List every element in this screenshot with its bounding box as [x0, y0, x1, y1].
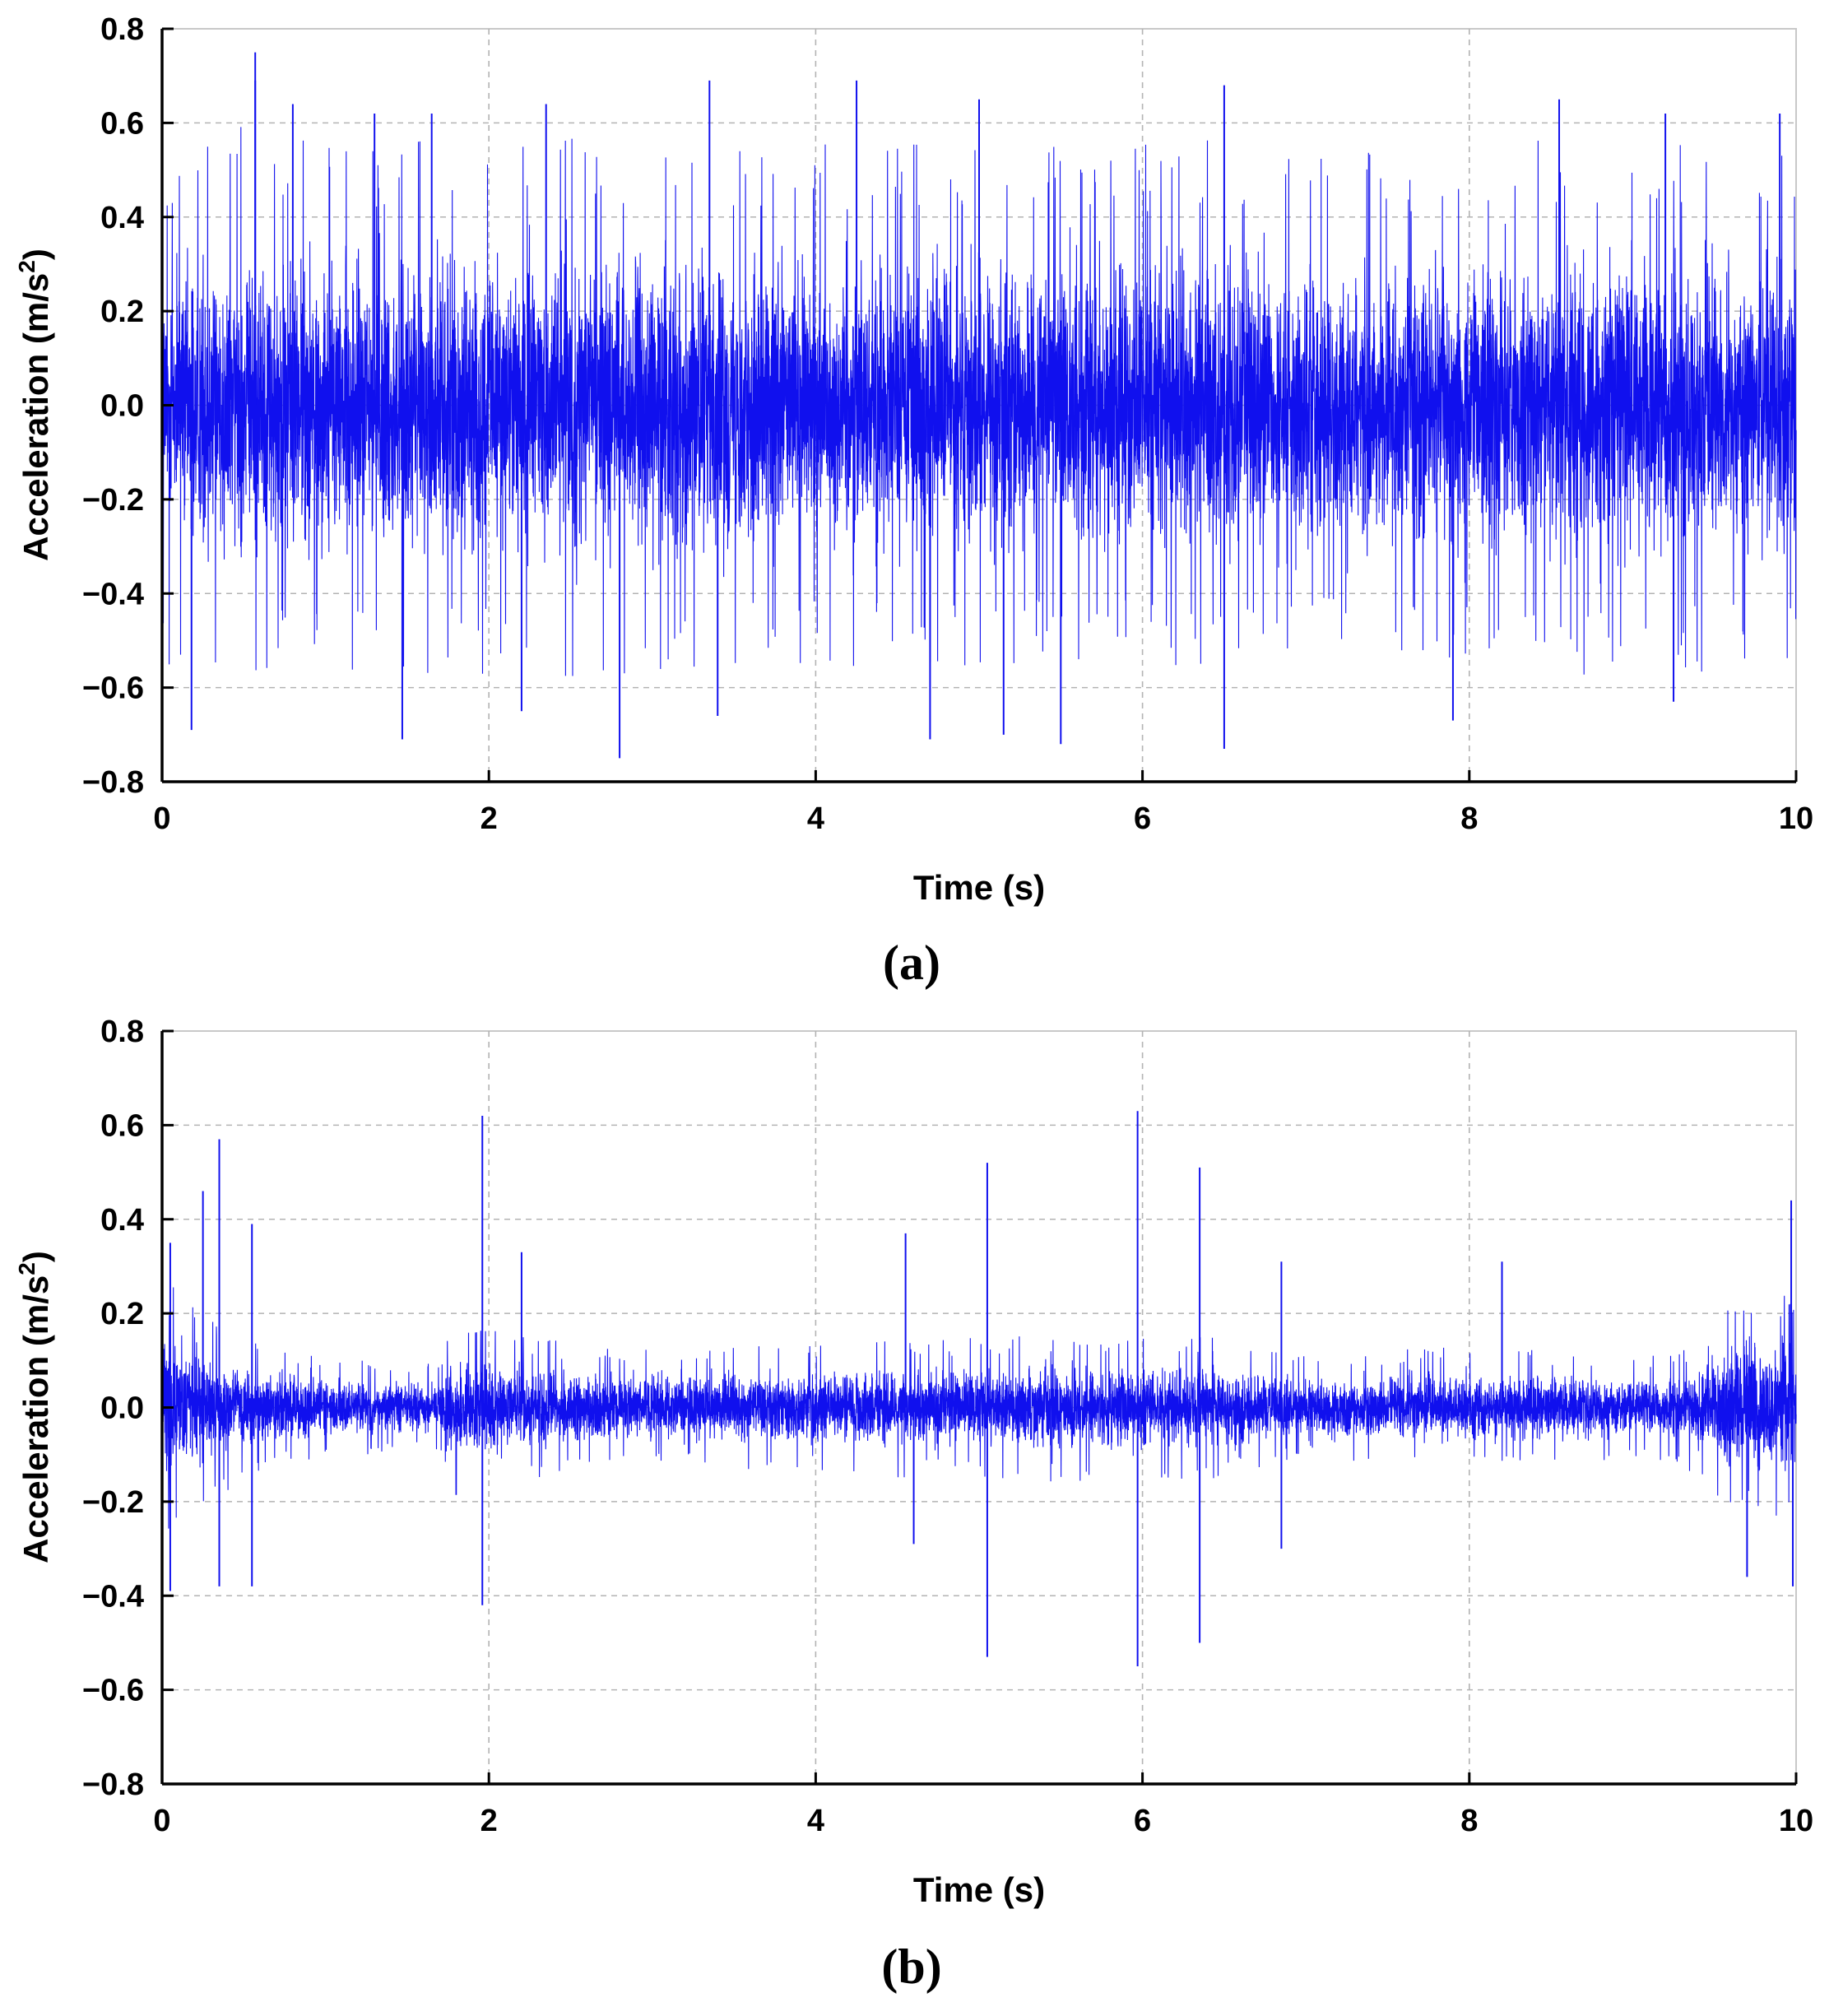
panel-a: 0.80.60.40.20.0−0.2−0.4−0.6−0.8 0 2 4 6 8 10 …: [14, 12, 1813, 990]
x-tick-label: 8: [1460, 1804, 1478, 1838]
y-axis-title: Acceleration (m/s2): [14, 249, 55, 561]
x-axis-title: Time (s): [913, 868, 1045, 907]
signal-series: [161, 52, 1797, 759]
y-ticks: 0.8 0.6 0.4 0.2 0.0 −0.2 −0.4 −0.6 −0.8: [82, 1015, 174, 1802]
x-tick-label: 8: [1460, 801, 1478, 836]
panel-label-b: (b): [881, 1939, 941, 1994]
x-tick-label: 2: [480, 801, 498, 836]
x-axis-title: Time (s): [913, 1870, 1045, 1909]
y-tick-label: 0.8: [100, 1015, 144, 1049]
y-tick-label: 0.6: [100, 1108, 144, 1143]
y-tick-label: 0.4: [100, 201, 144, 235]
x-tick-label: 10: [1779, 801, 1813, 836]
y-tick-label: −0.2: [82, 1485, 144, 1520]
x-ticks: 0 2 4 6 8 10: [153, 1772, 1813, 1838]
y-axis-title-close: ): [16, 249, 55, 260]
y-ticks: 0.8 0.6 0.4 0.2 0.0 −0.2 −0.4 −0.6 −0.8: [82, 12, 174, 800]
x-tick-label: 6: [1134, 1804, 1151, 1838]
y-tick-label: 0.2: [100, 1297, 144, 1331]
x-ticks: 0 2 4 6 8 10: [153, 770, 1813, 836]
y-tick-label: −0.8: [82, 765, 144, 800]
y-tick-label: 0.2: [100, 295, 144, 329]
y-tick-label: −0.4: [82, 1579, 144, 1614]
y-tick-label: −0.6: [82, 1674, 144, 1708]
y-tick-label: −0.6: [82, 671, 144, 706]
y-tick-label: 0.8: [100, 12, 144, 47]
signal-trace: [161, 1287, 1797, 1529]
y-tick-label: −0.4: [82, 577, 144, 611]
y-tick-label: 0.6: [100, 106, 144, 141]
x-tick-label: 2: [480, 1804, 498, 1838]
y-axis-title: Acceleration (m/s2): [14, 1251, 55, 1563]
x-tick-label: 0: [153, 801, 170, 836]
y-tick-label: 0.4: [100, 1203, 144, 1238]
y-axis-title-main: Acceleration (m/s: [16, 273, 55, 561]
panel-label-b-letter: b: [898, 1939, 925, 1994]
panel-label-a-letter: a: [899, 936, 924, 990]
y-tick-label: −0.8: [82, 1767, 144, 1802]
signal-series: [161, 1111, 1797, 1667]
panel-b: 0.80.60.40.20.0−0.2−0.4−0.6−0.8 0 2 4 6 8 10 …: [14, 1015, 1813, 1994]
x-tick-label: 4: [807, 801, 824, 836]
x-tick-label: 10: [1779, 1804, 1813, 1838]
y-tick-label: 0.0: [100, 389, 144, 424]
y-axis-title-close: ): [16, 1251, 55, 1262]
y-axis-title-superscript: 2: [14, 260, 39, 273]
x-tick-label: 0: [153, 1804, 170, 1838]
y-axis-title-main: Acceleration (m/s: [16, 1275, 55, 1563]
x-tick-label: 6: [1134, 801, 1151, 836]
panel-label-a: (a): [883, 936, 940, 990]
y-tick-label: −0.2: [82, 483, 144, 518]
x-tick-label: 4: [807, 1804, 824, 1838]
y-tick-label: 0.0: [100, 1391, 144, 1426]
y-axis-title-superscript: 2: [14, 1262, 39, 1275]
